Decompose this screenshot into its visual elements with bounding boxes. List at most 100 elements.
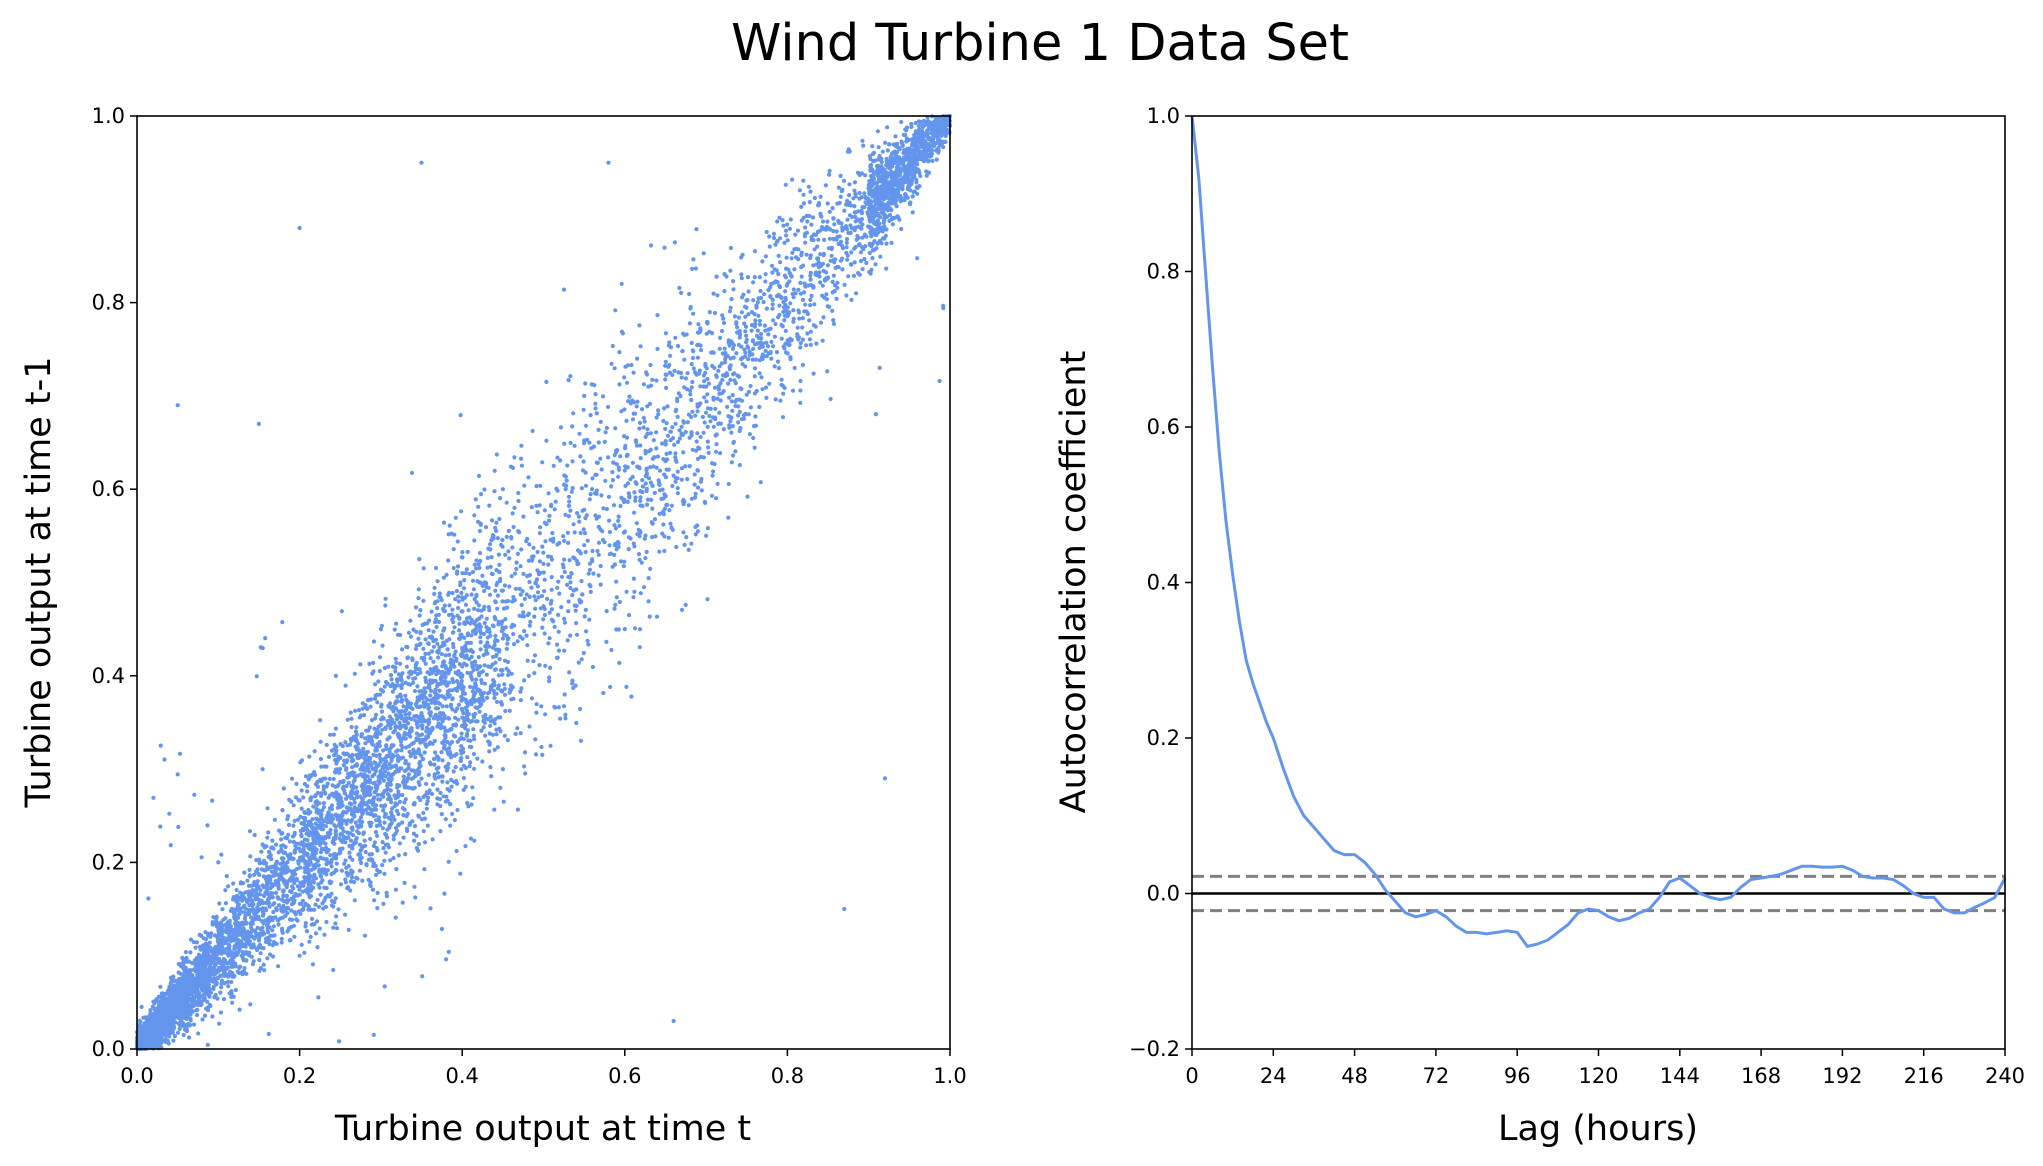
scatter-point <box>488 765 493 770</box>
scatter-point <box>778 236 783 241</box>
scatter-point <box>473 681 478 686</box>
scatter-point <box>785 238 790 243</box>
scatter-point <box>769 339 774 344</box>
scatter-point <box>329 872 334 877</box>
scatter-point <box>532 671 537 676</box>
scatter-point <box>315 945 320 950</box>
scatter-point <box>845 217 850 222</box>
scatter-point <box>426 772 431 778</box>
scatter-point <box>668 438 673 443</box>
scatter-point <box>350 875 355 880</box>
scatter-point <box>416 780 421 785</box>
scatter-point <box>345 775 350 780</box>
scatter-point <box>772 364 777 369</box>
scatter-point <box>726 515 731 520</box>
scatter-point <box>811 371 816 376</box>
scatter-point <box>373 863 378 869</box>
scatter-point <box>197 944 202 949</box>
scatter-point <box>428 762 433 767</box>
scatter-point <box>261 893 266 898</box>
scatter-point <box>612 606 617 611</box>
scatter-point <box>694 227 699 232</box>
scatter-point <box>379 623 384 628</box>
scatter-point <box>383 603 388 608</box>
scatter-point <box>528 619 533 624</box>
scatter-point <box>821 315 826 320</box>
scatter-point <box>467 571 472 577</box>
scatter-point <box>770 306 775 311</box>
scatter-point <box>362 756 367 761</box>
scatter-point <box>899 226 904 232</box>
scatter-point <box>685 371 690 376</box>
scatter-point <box>205 823 210 828</box>
scatter-point <box>393 915 398 920</box>
scatter-point <box>773 397 778 402</box>
scatter-point <box>477 565 482 571</box>
scatter-point <box>737 409 742 414</box>
scatter-point <box>533 737 538 742</box>
scatter-point <box>692 472 697 477</box>
scatter-point <box>459 509 464 514</box>
scatter-point <box>433 690 438 695</box>
scatter-point <box>790 177 795 182</box>
scatter-point <box>472 838 477 843</box>
scatter-point <box>630 474 635 479</box>
scatter-point <box>316 904 322 909</box>
scatter-point <box>389 743 394 748</box>
scatter-point <box>689 340 694 346</box>
scatter-point <box>777 312 782 317</box>
scatter-point <box>556 648 562 653</box>
scatter-point <box>736 413 741 418</box>
scatter-point <box>424 781 429 787</box>
scatter-point <box>167 811 172 816</box>
scatter-point <box>770 302 775 307</box>
scatter-point <box>274 842 279 847</box>
scatter-point <box>442 733 447 738</box>
scatter-point <box>598 527 603 532</box>
scatter-point <box>788 357 793 362</box>
scatter-point <box>465 755 470 760</box>
scatter-point <box>509 536 514 541</box>
scatter-point <box>433 617 438 622</box>
scatter-point <box>502 733 507 738</box>
scatter-point <box>443 817 448 822</box>
scatter-point <box>698 343 703 348</box>
scatter-point <box>416 719 422 724</box>
scatter-point <box>637 426 642 431</box>
scatter-point <box>487 592 493 597</box>
scatter-point <box>798 341 803 346</box>
scatter-point <box>766 332 771 337</box>
scatter-point <box>442 738 447 743</box>
scatter-point <box>698 434 703 440</box>
scatter-point <box>711 395 716 400</box>
scatter-point <box>668 521 673 526</box>
scatter-point <box>795 228 801 233</box>
scatter-point <box>431 644 436 649</box>
scatter-point <box>499 588 504 593</box>
scatter-point <box>331 732 336 737</box>
scatter-point <box>276 886 281 891</box>
scatter-point <box>431 629 436 634</box>
scatter-point <box>537 503 542 508</box>
scatter-point <box>800 316 806 321</box>
scatter-point <box>581 527 586 532</box>
scatter-point <box>512 623 517 628</box>
scatter-point <box>571 411 576 416</box>
scatter-point <box>644 486 649 491</box>
scatter-point <box>758 288 763 294</box>
scatter-point <box>790 388 796 393</box>
scatter-point <box>676 370 681 375</box>
scatter-point <box>323 841 328 846</box>
scatter-point <box>567 558 572 563</box>
scatter-point <box>722 289 727 294</box>
scatter-point <box>803 302 808 307</box>
scatter-point <box>365 774 370 779</box>
scatter-point <box>196 1031 201 1036</box>
scatter-point <box>582 614 587 619</box>
scatter-point <box>479 728 484 733</box>
scatter-point <box>491 688 496 693</box>
scatter-point <box>483 525 489 530</box>
scatter-point <box>511 642 517 647</box>
scatter-point <box>852 180 858 185</box>
scatter-point <box>611 460 616 465</box>
